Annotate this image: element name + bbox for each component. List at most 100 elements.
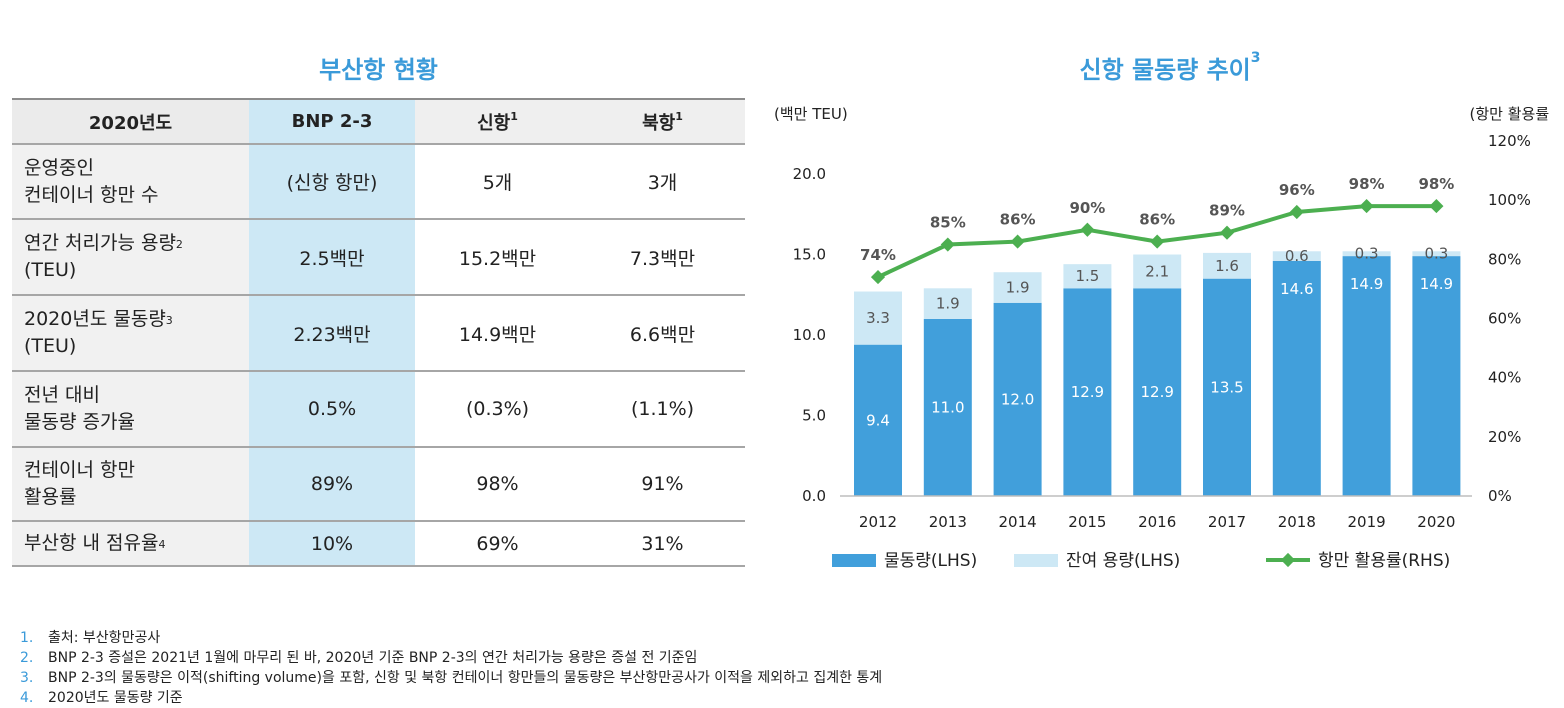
table-cell: (신항 항만) [249, 144, 415, 220]
table-cell: 98% [415, 447, 580, 522]
header-north-port: 북항1 [580, 98, 745, 145]
bar-volume [1272, 260, 1321, 496]
utilization-point [1150, 234, 1165, 249]
table-row: 운영중인 컨테이너 항만 수 (신항 항만) 5개 3개 [12, 144, 745, 220]
table-cell: 91% [580, 447, 745, 522]
utilization-label: 98% [1349, 175, 1385, 193]
y-left-tick: 15.0 [793, 246, 826, 264]
bar-remaining-label: 2.1 [1145, 262, 1169, 280]
bar-remaining [1203, 252, 1251, 279]
table-cell: 2.23백만 [249, 295, 415, 372]
utilization-point [1080, 222, 1095, 237]
table-cell: 0.5% [249, 371, 415, 448]
row-label: 컨테이너 항만 활용률 [12, 447, 249, 522]
legend-label-utilization: 항만 활용률(RHS) [1318, 551, 1450, 571]
y-left-tick: 10.0 [793, 326, 826, 344]
table-section-title: 부산항 현황 [319, 56, 438, 84]
table-cell: 3개 [580, 144, 745, 220]
header-bnp: BNP 2-3 [249, 98, 415, 145]
y-left-tick: 5.0 [802, 407, 826, 425]
bar-volume [1203, 278, 1251, 496]
utilization-point [1289, 204, 1304, 220]
footnote-item: 4. 2020년도 물동량 기준 [20, 688, 882, 708]
utilization-point [1010, 234, 1025, 249]
bar-remaining [993, 272, 1042, 303]
port-status-table: 2020년도 BNP 2-3 신항1 북항1 운영중인 컨테이너 항만 수 (신항 … [12, 98, 745, 567]
y-left-tick: 0.0 [802, 487, 826, 505]
utilization-point [1359, 199, 1374, 214]
utilization-point [870, 270, 886, 285]
y-right-tick: 0% [1488, 487, 1512, 505]
y-right-tick: 60% [1488, 310, 1521, 328]
bar-remaining-label: 1.9 [936, 295, 960, 313]
table-cell: (0.3%) [415, 371, 580, 448]
footnote-number: 1. [20, 630, 34, 646]
legend-label-volume: 물동량(LHS) [884, 551, 977, 571]
x-tick: 2013 [929, 513, 967, 531]
bar-volume-label: 12.9 [1140, 383, 1173, 401]
bar-volume-label: 11.0 [931, 398, 964, 416]
y-right-tick: 40% [1488, 369, 1521, 387]
bar-volume [854, 344, 902, 496]
table-cell: 69% [415, 521, 580, 567]
bar-remaining [1063, 264, 1112, 289]
y-left-axis-label: (백만 TEU) [774, 105, 848, 123]
table-row: 전년 대비 물동량 증가율 0.5% (0.3%) (1.1%) [12, 371, 745, 448]
utilization-label: 90% [1069, 199, 1105, 217]
bar-remaining-label: 0.6 [1285, 247, 1309, 265]
utilization-point [1219, 225, 1235, 240]
table-cell: 5개 [415, 144, 580, 220]
y-right-axis-label: (항만 활용률) [1470, 105, 1550, 123]
y-right-tick: 20% [1488, 428, 1521, 446]
table-cell: 31% [580, 521, 745, 567]
bar-remaining-label: 1.9 [1006, 279, 1030, 297]
y-right-tick: 80% [1488, 250, 1521, 268]
table-cell: 89% [249, 447, 415, 522]
bar-volume [1133, 288, 1182, 496]
footnote-number: 3. [20, 670, 34, 686]
x-tick: 2014 [999, 513, 1037, 531]
row-label: 전년 대비 물동량 증가율 [12, 371, 249, 448]
bar-remaining-label: 0.3 [1355, 245, 1379, 263]
header-year: 2020년도 [12, 98, 249, 145]
table-cell: 10% [249, 521, 415, 567]
throughput-chart: (백만 TEU) (항만 활용률) 0.0 5.0 10.0 15.0 20.0 0% 2… [774, 105, 1550, 571]
footnotes: 1. 출처: 부산항만공사 2. BNP 2-3 증설은 2021년 1월에 마무리 … [20, 628, 882, 708]
x-tick: 2020 [1417, 513, 1455, 531]
bar-remaining [854, 291, 902, 345]
legend-swatch-remaining [1014, 554, 1058, 567]
bar-volume [1412, 256, 1461, 496]
row-label: 운영중인 컨테이너 항만 수 [12, 144, 249, 220]
legend-marker-utilization [1280, 552, 1296, 568]
bar-volume-label: 14.9 [1350, 275, 1383, 293]
bar-remaining-label: 0.3 [1424, 245, 1448, 263]
x-tick: 2012 [859, 513, 897, 531]
bar-volume-label: 12.9 [1071, 383, 1104, 401]
footnote-text: BNP 2-3 증설은 2021년 1월에 마무리 된 바, 2020년 기준 … [48, 650, 698, 666]
bar-remaining [1342, 251, 1391, 257]
table-header-row: 2020년도 BNP 2-3 신항1 북항1 [12, 98, 745, 145]
y-right-tick: 120% [1488, 132, 1531, 150]
footnote-number: 2. [20, 650, 34, 666]
utilization-point [940, 237, 955, 252]
y-left-tick: 20.0 [793, 165, 826, 183]
x-tick: 2017 [1208, 513, 1246, 531]
legend-swatch-volume [832, 554, 876, 567]
row-label: 부산항 내 점유율4 [12, 521, 249, 567]
utilization-label: 89% [1209, 202, 1245, 220]
bar-remaining-label: 1.5 [1075, 267, 1099, 285]
bar-remaining-label: 1.6 [1215, 257, 1239, 275]
footnote-item: 3. BNP 2-3의 물동량은 이적(shifting volume)을 포함,… [20, 668, 882, 688]
bar-volume-label: 13.5 [1210, 378, 1243, 396]
utilization-point [1429, 199, 1444, 214]
bar-volume [993, 302, 1042, 496]
bar-volume-label: 9.4 [866, 411, 890, 429]
footnote-text: 2020년도 물동량 기준 [48, 690, 183, 706]
utilization-label: 85% [930, 214, 966, 232]
utilization-label: 86% [1139, 211, 1175, 229]
utilization-label: 86% [1000, 211, 1036, 229]
y-right-tick: 100% [1488, 191, 1531, 209]
x-tick: 2018 [1278, 513, 1316, 531]
bar-volume-label: 12.0 [1001, 390, 1034, 408]
table-row: 연간 처리가능 용량2 (TEU) 2.5백만 15.2백만 7.3백만 [12, 219, 745, 296]
